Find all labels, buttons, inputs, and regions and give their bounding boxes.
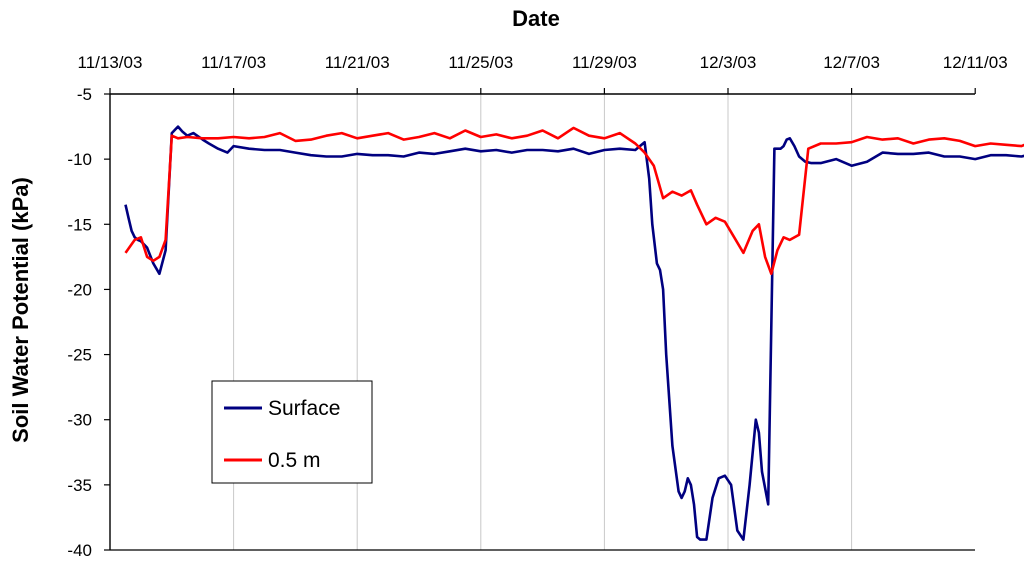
legend: Surface 0.5 m xyxy=(211,380,373,484)
y-tick-label: -40 xyxy=(67,541,92,560)
plot-frame xyxy=(109,93,975,551)
x-axis-title: Date xyxy=(512,6,560,31)
x-tick-label: 11/21/03 xyxy=(325,53,390,72)
y-tick-label: -15 xyxy=(67,215,92,234)
series-line-0-5-m xyxy=(124,126,1024,276)
legend-label-surface: Surface xyxy=(268,397,340,420)
legend-box xyxy=(211,380,373,484)
y-tick-label: -20 xyxy=(67,280,92,299)
x-tick-label: 12/7/03 xyxy=(823,53,880,72)
x-tick-label: 11/13/03 xyxy=(78,53,143,72)
x-tick-label: 11/29/03 xyxy=(572,53,637,72)
x-tick-label: 12/11/03 xyxy=(943,53,1008,72)
x-tick-label: 11/17/03 xyxy=(201,53,266,72)
y-axis-title: Soil Water Potential (kPa) xyxy=(8,177,33,443)
y-tick-label: -10 xyxy=(67,150,92,169)
x-tick-label: 11/25/03 xyxy=(448,53,513,72)
series-group xyxy=(124,125,1024,541)
y-tick-label: -25 xyxy=(67,346,92,365)
y-tick-label: -35 xyxy=(67,476,92,495)
y-tick-label: -5 xyxy=(77,85,92,104)
x-tick-label: 12/3/03 xyxy=(700,53,757,72)
series-line-surface xyxy=(124,125,1024,541)
legend-label-0-5-m: 0.5 m xyxy=(268,449,321,472)
y-tick-label: -30 xyxy=(67,411,92,430)
y-axis-ticks: -5 -10 -15 -20 -25 -30 -35 -40 xyxy=(67,85,110,560)
x-axis-ticks: 11/13/03 11/17/03 11/21/03 11/25/03 11/29/03… xyxy=(78,53,1008,94)
